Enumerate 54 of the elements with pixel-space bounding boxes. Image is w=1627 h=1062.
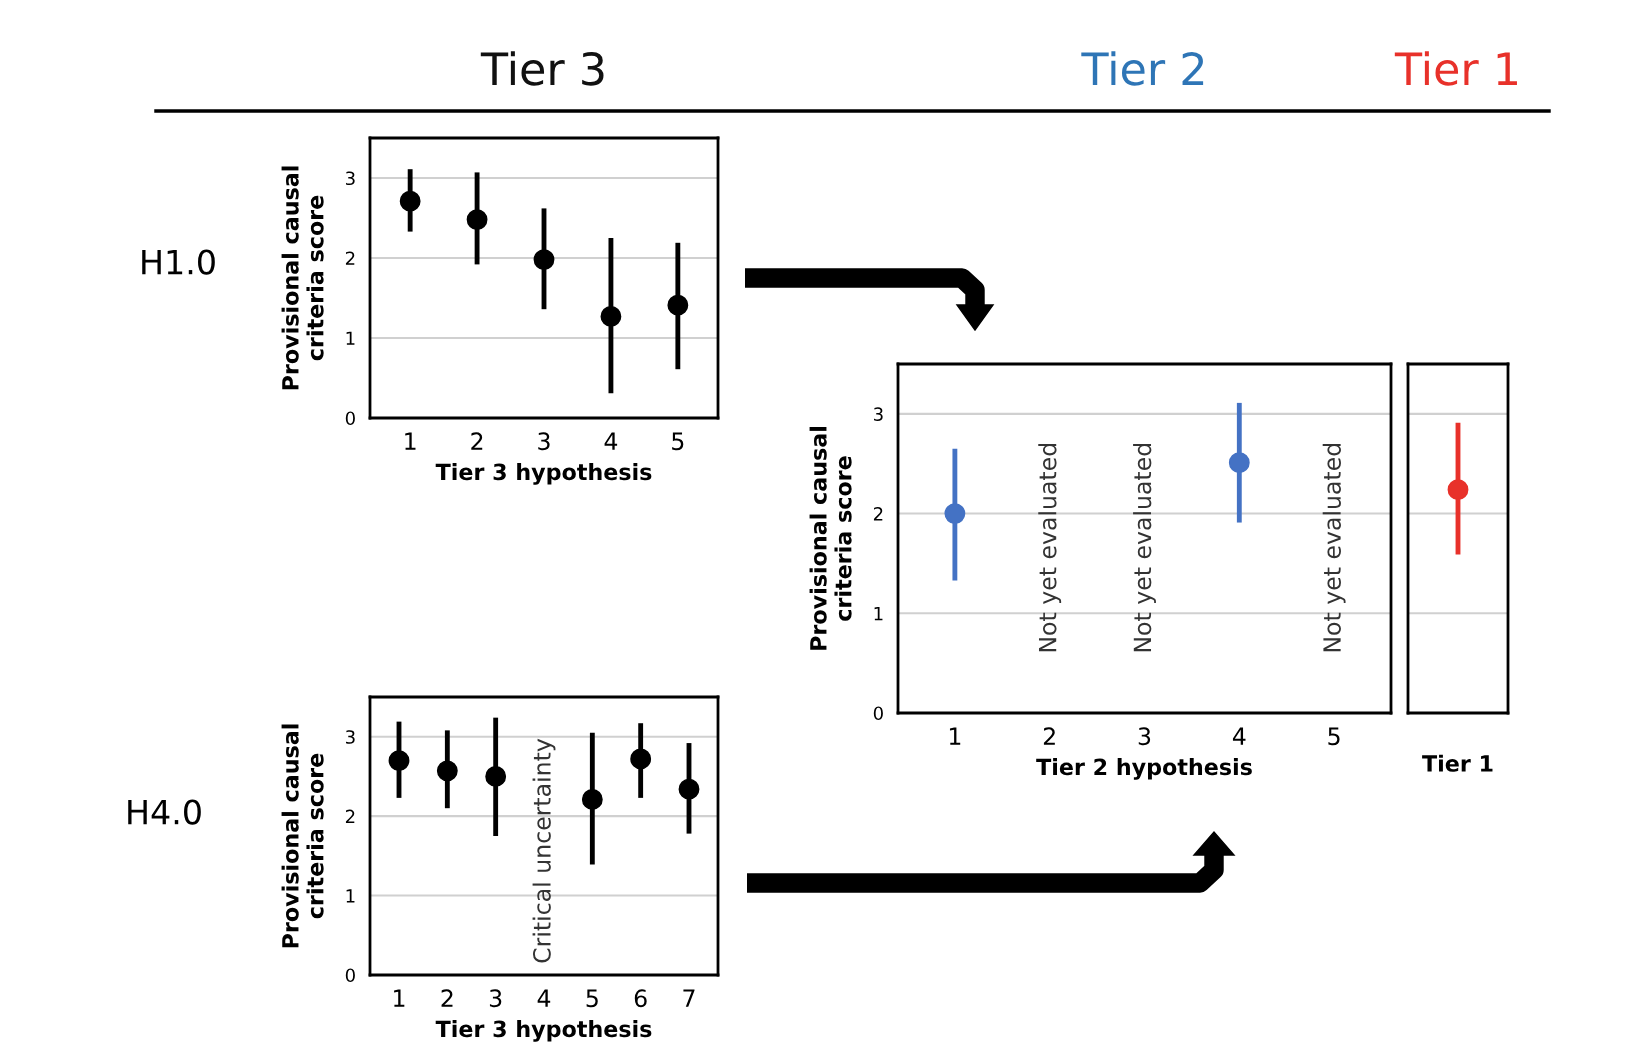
point [667, 294, 689, 316]
x-tick-label: 1 [949, 727, 961, 745]
text: H4.0 [128, 799, 201, 825]
point [388, 750, 410, 771]
x-axis-title: Tier 2 hypothesis [1036, 758, 1252, 780]
y-tick-label: 2 [345, 251, 355, 265]
x-tick-label: 4 [1232, 727, 1246, 745]
y-tick-label: 1 [874, 606, 883, 621]
annotation: Critical uncertainty [532, 738, 556, 963]
point [533, 249, 555, 271]
annotation: Not yet evaluated [1038, 443, 1062, 652]
y-tick-label: 3 [346, 171, 355, 186]
x-tick-label: 3 [1138, 727, 1151, 746]
point [600, 305, 622, 327]
point [436, 760, 458, 782]
chart-title: Tier 2 [1081, 51, 1204, 86]
x-tick-label: 3 [538, 432, 550, 451]
x-axis-title: Tier 3 hypothesis [435, 463, 652, 485]
y-tick-label: 0 [873, 706, 883, 721]
x-tick-label: 6 [634, 989, 647, 1008]
y-tick-label: 0 [345, 411, 355, 426]
chart-title: Tier 3 [480, 51, 604, 86]
x-tick-label: 1 [394, 989, 405, 1007]
x-tick-label: 2 [441, 989, 453, 1007]
text: H1.0 [142, 249, 215, 275]
x-tick-label: 1 [405, 432, 416, 450]
x-tick-label: 3 [489, 989, 502, 1008]
y-tick-label: 1 [346, 889, 355, 903]
x-tick-label: 5 [1328, 727, 1340, 746]
annotation: Not yet evaluated [1133, 443, 1156, 652]
annotation: Not yet evaluated [1322, 443, 1346, 652]
y-tick-label: 3 [874, 407, 883, 421]
y-axis-title: Provisional causal criteria score [281, 724, 324, 948]
y-axis-title: Provisional causal criteria score [281, 166, 324, 390]
x-tick-label: 4 [604, 432, 618, 450]
point [485, 766, 507, 787]
x-tick-label: 7 [683, 989, 695, 1007]
point [678, 778, 700, 800]
y-tick-label: 0 [345, 968, 355, 983]
point [581, 789, 603, 810]
chart-title: Tier 1 [1394, 51, 1517, 86]
x-tick-label: 4 [537, 989, 551, 1007]
x-tick-label: 2 [1043, 727, 1055, 745]
y-tick-label: 1 [346, 331, 355, 345]
x-tick-label: 5 [672, 432, 684, 451]
x-axis-title: Tier 3 hypothesis [435, 1020, 652, 1042]
x-tick-label: 2 [471, 432, 483, 450]
point [399, 190, 421, 212]
y-axis-title: Provisional causal criteria score [809, 427, 852, 650]
y-tick-label: 2 [345, 809, 355, 823]
point [630, 748, 652, 770]
x-tick-label: 5 [586, 989, 598, 1008]
point [466, 209, 488, 231]
y-tick-label: 2 [873, 507, 883, 521]
